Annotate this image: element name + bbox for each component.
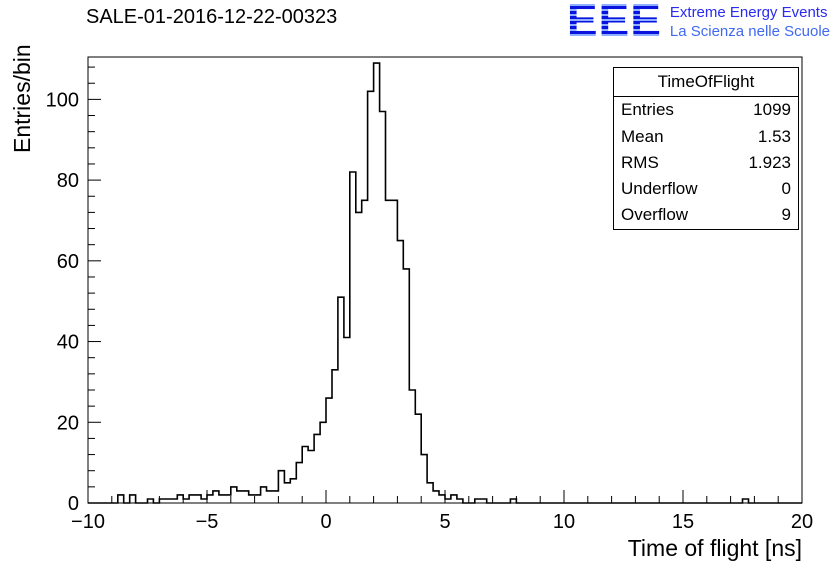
stats-label: Mean (621, 126, 664, 146)
x-axis: −10 −5 0 5 10 15 20 (71, 490, 813, 533)
eee-logo-line1: Extreme Energy Events (669, 4, 828, 21)
stats-label: RMS (621, 152, 659, 172)
svg-text:−10: −10 (71, 511, 105, 533)
svg-text:40: 40 (57, 332, 79, 354)
svg-text:80: 80 (57, 170, 79, 192)
stats-label: Overflow (621, 205, 689, 225)
x-axis-title: Time of flight [ns] (628, 535, 802, 561)
plot-title: SALE-01-2016-12-22-00323 (86, 6, 338, 28)
stats-row-rms: RMS 1.923 (614, 150, 798, 176)
eee-logo-letters-icon: EEE (566, 0, 662, 46)
stats-value: 1.923 (748, 152, 791, 172)
y-axis-title: Entries/bin (9, 44, 35, 153)
svg-text:−5: −5 (196, 511, 219, 533)
svg-text:20: 20 (791, 511, 813, 533)
eee-logo: EEE Extreme Energy Events La Scienza nel… (566, 0, 830, 46)
stats-label: Entries (621, 100, 674, 120)
stats-value: 1099 (753, 100, 791, 120)
svg-text:5: 5 (439, 511, 450, 533)
stats-value: 0 (781, 179, 791, 198)
stats-row-underflow: Underflow 0 (614, 176, 798, 202)
stats-row-overflow: Overflow 9 (614, 202, 798, 228)
svg-text:60: 60 (57, 251, 79, 273)
stats-row-mean: Mean 1.53 (614, 124, 798, 150)
stats-box: TimeOfFlight Entries 1099 Mean 1.53 RMS … (613, 67, 799, 230)
stats-label: Underflow (621, 179, 698, 198)
stats-box-title: TimeOfFlight (614, 68, 798, 98)
svg-text:10: 10 (553, 511, 575, 533)
stats-row-entries: Entries 1099 (614, 97, 798, 123)
y-axis: 0 20 40 60 80 100 (46, 66, 101, 515)
svg-text:0: 0 (68, 493, 79, 515)
stats-value: 9 (781, 205, 791, 225)
eee-logo-text: Extreme Energy Events La Scienza nelle S… (670, 1, 830, 42)
eee-logo-line2: La Scienza nelle Scuole (669, 22, 830, 40)
svg-text:0: 0 (320, 511, 331, 533)
svg-text:100: 100 (46, 89, 79, 111)
stats-value: 1.53 (757, 126, 791, 146)
histogram-line (88, 62, 802, 504)
svg-text:15: 15 (672, 511, 694, 533)
svg-text:20: 20 (57, 412, 79, 434)
